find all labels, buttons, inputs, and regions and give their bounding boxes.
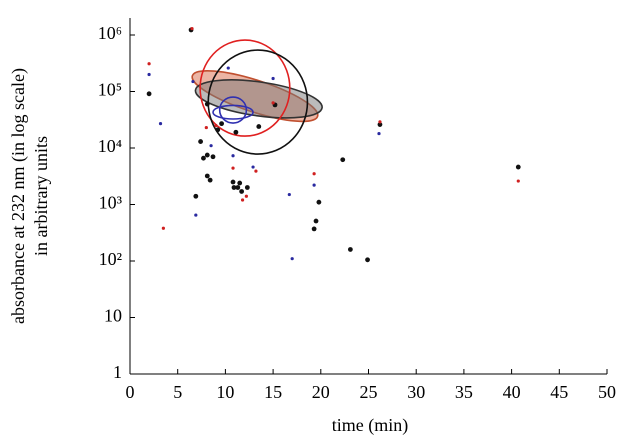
point bbox=[207, 177, 213, 183]
point bbox=[256, 124, 262, 129]
point bbox=[219, 121, 224, 127]
point bbox=[254, 169, 258, 173]
point bbox=[239, 189, 245, 194]
point bbox=[378, 120, 382, 124]
point bbox=[226, 66, 230, 70]
point bbox=[194, 213, 198, 217]
point bbox=[377, 122, 383, 127]
point bbox=[210, 154, 216, 160]
point bbox=[147, 72, 151, 77]
point bbox=[161, 226, 165, 230]
region-ellipse bbox=[218, 96, 248, 124]
point bbox=[290, 257, 294, 261]
y-axis-label: absorbance at 232 nm (in log scale) bbox=[8, 68, 29, 324]
point bbox=[312, 172, 316, 176]
x-tick-label: 10 bbox=[216, 382, 234, 402]
region-ellipse bbox=[212, 104, 254, 120]
point bbox=[230, 179, 236, 185]
y-axis-label: in arbitrary units bbox=[31, 136, 51, 256]
region-ellipse bbox=[199, 39, 291, 137]
point bbox=[158, 122, 163, 126]
point bbox=[214, 123, 218, 128]
point bbox=[204, 152, 210, 158]
point bbox=[271, 76, 275, 81]
point bbox=[201, 155, 206, 161]
point bbox=[271, 101, 275, 105]
x-tick-label: 30 bbox=[407, 382, 425, 402]
point bbox=[191, 79, 195, 84]
y-tick-label: 10⁴ bbox=[98, 136, 122, 156]
point bbox=[235, 185, 241, 190]
point bbox=[365, 257, 370, 263]
point bbox=[244, 185, 250, 190]
point bbox=[240, 198, 245, 202]
x-tick-label: 50 bbox=[598, 382, 616, 402]
point bbox=[204, 173, 210, 179]
y-tick-label: 10³ bbox=[99, 193, 123, 213]
point bbox=[515, 164, 521, 170]
point bbox=[340, 157, 346, 163]
point bbox=[377, 131, 381, 136]
point bbox=[311, 226, 317, 232]
point bbox=[233, 129, 239, 135]
point bbox=[231, 166, 235, 170]
point bbox=[516, 179, 520, 183]
point bbox=[287, 192, 291, 197]
point bbox=[231, 154, 235, 158]
point bbox=[147, 62, 151, 66]
point bbox=[231, 185, 237, 190]
y-tick-label: 10² bbox=[99, 249, 122, 269]
point bbox=[312, 183, 316, 187]
x-axis-label: time (min) bbox=[332, 415, 408, 436]
x-tick-label: 20 bbox=[312, 382, 330, 402]
point bbox=[316, 199, 322, 205]
x-tick-label: 25 bbox=[360, 382, 378, 402]
point bbox=[347, 247, 353, 252]
point bbox=[313, 218, 319, 224]
x-tick-label: 0 bbox=[126, 382, 135, 402]
point bbox=[190, 26, 194, 31]
x-tick-label: 15 bbox=[264, 382, 282, 402]
y-tick-label: 10 bbox=[104, 306, 122, 326]
y-tick-label: 10⁶ bbox=[98, 23, 122, 43]
x-tick-label: 45 bbox=[550, 382, 568, 402]
point bbox=[209, 144, 213, 148]
point bbox=[146, 91, 152, 97]
point bbox=[237, 180, 243, 186]
point bbox=[193, 193, 199, 199]
x-tick-label: 35 bbox=[455, 382, 473, 402]
point bbox=[251, 165, 255, 169]
y-tick-label: 1 bbox=[113, 362, 122, 382]
point bbox=[244, 194, 248, 198]
point bbox=[198, 139, 203, 144]
point bbox=[215, 127, 221, 133]
y-tick-label: 10⁵ bbox=[98, 80, 122, 100]
x-tick-label: 5 bbox=[173, 382, 182, 402]
point bbox=[204, 101, 210, 107]
x-tick-label: 40 bbox=[503, 382, 521, 402]
point bbox=[204, 125, 208, 130]
